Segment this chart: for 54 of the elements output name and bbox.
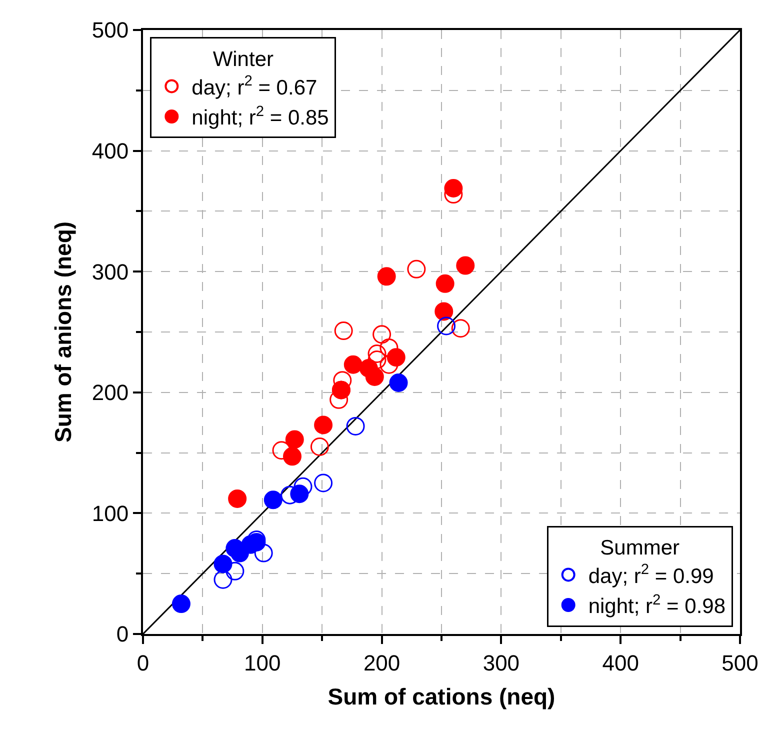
point xyxy=(365,367,384,386)
point xyxy=(228,489,247,508)
point xyxy=(389,373,408,392)
text: Winter xyxy=(212,48,274,72)
point xyxy=(290,484,309,504)
point xyxy=(451,319,470,338)
y-tick-label: 500 xyxy=(92,18,129,43)
point xyxy=(214,570,232,589)
y-axis-title: Sum of anions (neq) xyxy=(50,221,76,443)
point xyxy=(444,179,463,198)
point xyxy=(272,441,291,460)
point xyxy=(254,544,273,562)
x-axis-title: Sum of cations (neq) xyxy=(328,684,556,710)
legend-label: day; r$^{2}$ = 0.67 xyxy=(192,74,318,100)
text: Summer xyxy=(600,536,680,560)
point xyxy=(386,348,406,367)
x-tick-label: 300 xyxy=(482,650,520,676)
point xyxy=(334,322,353,340)
x-tick-label: 0 xyxy=(136,650,150,676)
y-tick-label: 0 xyxy=(116,622,129,647)
point xyxy=(264,490,282,510)
point xyxy=(310,438,329,456)
x-tick-label: 200 xyxy=(363,650,400,676)
point xyxy=(377,267,396,286)
point xyxy=(434,302,454,321)
x-tick-label: 100 xyxy=(244,650,281,676)
point xyxy=(314,474,333,492)
legend-label: night; r$^{2}$ = 0.98 xyxy=(588,592,726,618)
point xyxy=(344,355,362,374)
point xyxy=(314,416,333,434)
point xyxy=(372,325,392,344)
x-tick-label: 500 xyxy=(722,650,758,676)
y-tick-label: 100 xyxy=(92,500,129,526)
point xyxy=(407,260,426,278)
y-tick-label: 300 xyxy=(92,259,129,284)
point xyxy=(368,350,386,370)
point xyxy=(214,554,232,574)
y-tick-label: 200 xyxy=(92,380,129,406)
point xyxy=(380,338,398,357)
point xyxy=(226,562,244,580)
point xyxy=(346,416,365,436)
point xyxy=(283,447,302,466)
legend-label: night; r$^{2}$ = 0.85 xyxy=(192,104,329,130)
point xyxy=(172,594,190,614)
point xyxy=(285,430,304,449)
point xyxy=(436,274,454,293)
point xyxy=(380,355,398,374)
point xyxy=(368,344,386,363)
y-tick-label: 400 xyxy=(92,138,129,164)
point xyxy=(294,477,312,496)
x-tick-label: 400 xyxy=(602,650,639,676)
legend-label: day; r$^{2}$ = 0.99 xyxy=(588,562,714,588)
point xyxy=(437,316,456,336)
point xyxy=(456,256,475,275)
